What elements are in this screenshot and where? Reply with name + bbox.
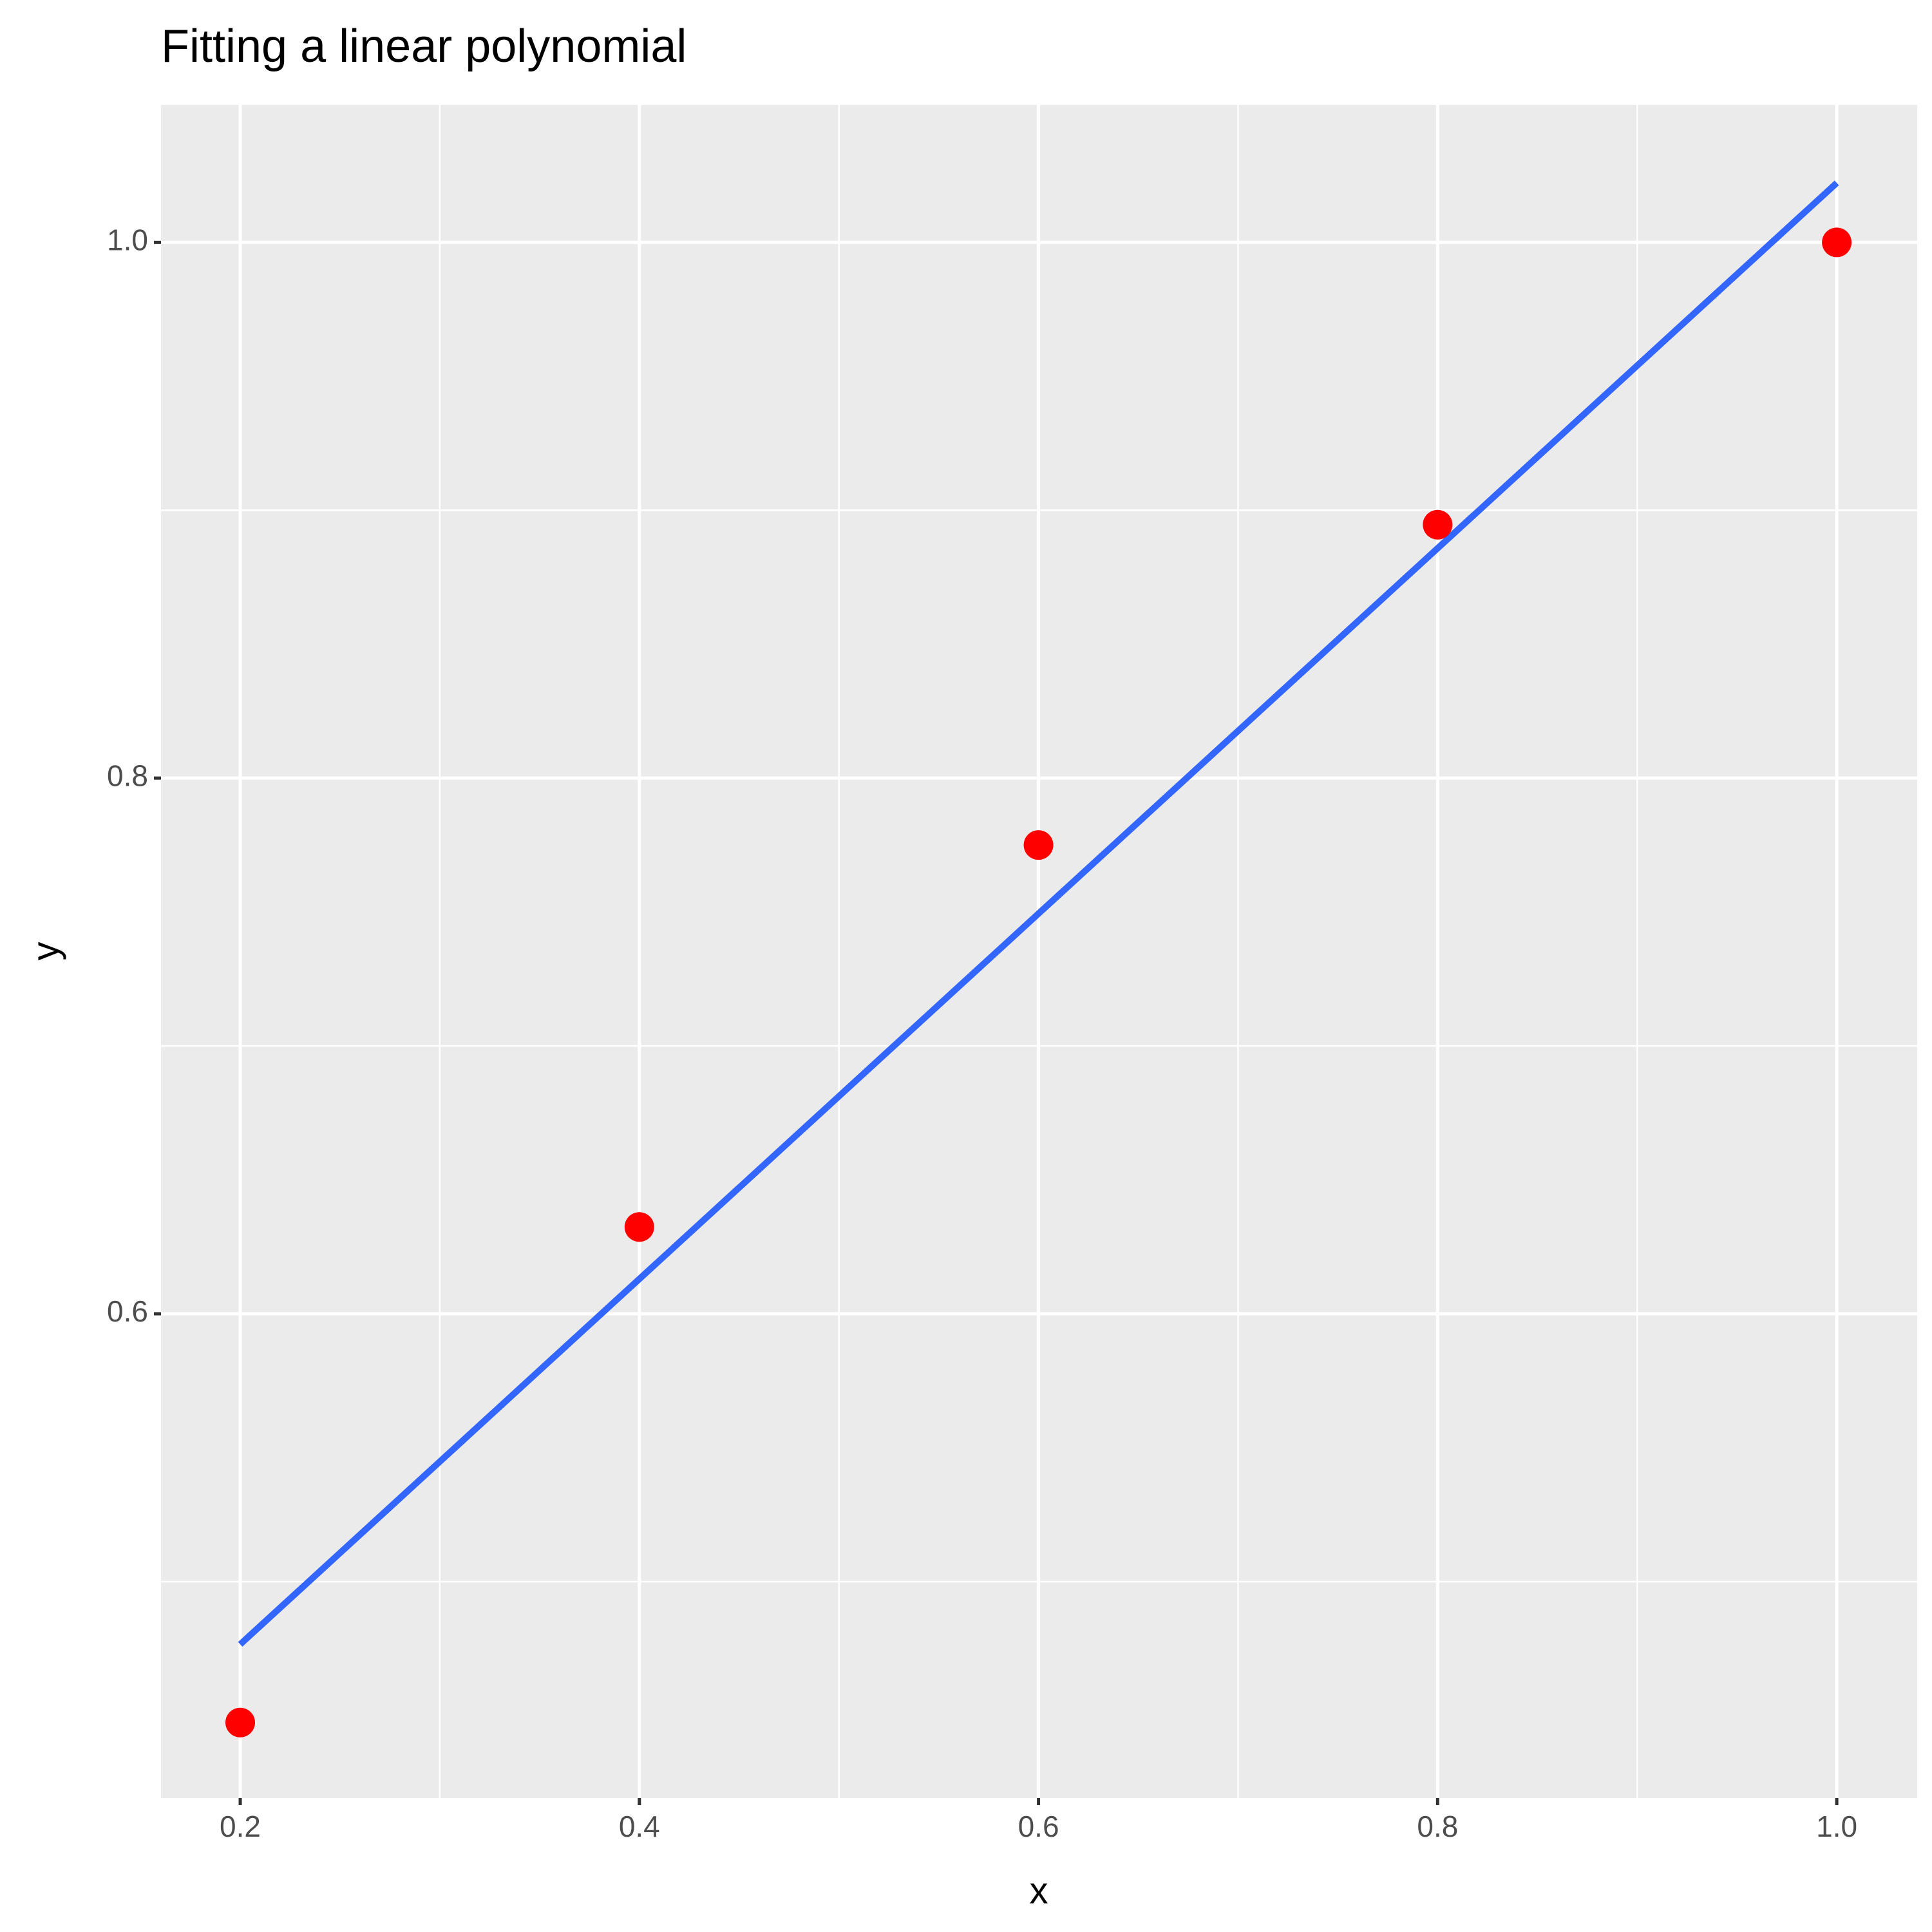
point <box>1023 830 1054 860</box>
point <box>1423 509 1453 540</box>
y-tick-label: 0.8 <box>107 759 148 792</box>
x-axis-title: x <box>1030 1870 1048 1911</box>
fit-line <box>238 180 1839 1647</box>
y-axis-title: y <box>24 942 66 961</box>
chart-title: Fitting a linear polynomial <box>161 21 687 72</box>
x-tick-label: 0.8 <box>1417 1810 1458 1843</box>
point <box>624 1212 654 1242</box>
x-tick-label: 1.0 <box>1816 1810 1857 1843</box>
y-tick-label: 0.6 <box>107 1294 148 1328</box>
point <box>1822 227 1852 258</box>
x-tick-label: 0.6 <box>1018 1810 1059 1843</box>
point <box>225 1707 256 1738</box>
x-tick-label: 0.2 <box>220 1810 261 1843</box>
x-tick-label: 0.4 <box>619 1810 660 1843</box>
y-tick-label: 1.0 <box>107 223 148 257</box>
